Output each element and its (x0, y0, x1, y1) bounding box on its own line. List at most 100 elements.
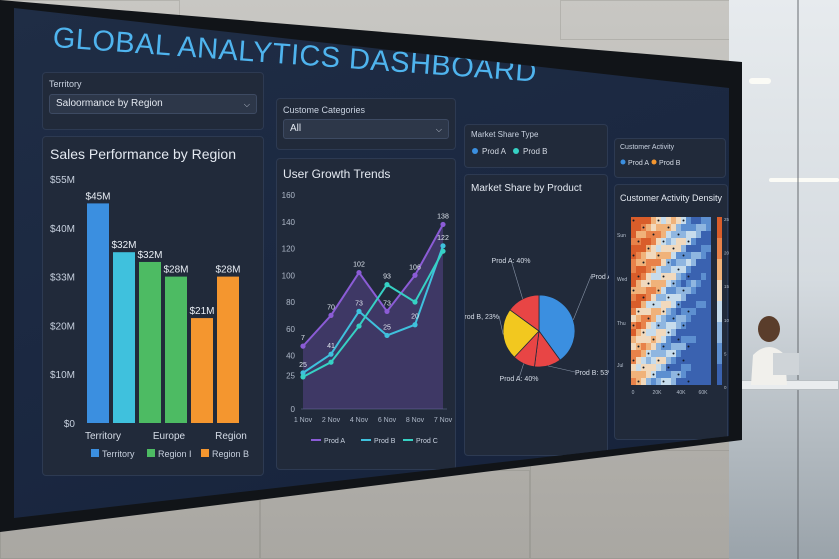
series-point (328, 359, 334, 365)
heatmap-cell (701, 301, 706, 308)
heatmap-cell (691, 280, 696, 287)
heatmap-cell (666, 378, 671, 385)
heatmap-cell (656, 336, 661, 343)
heatmap-cell (676, 329, 681, 336)
heatmap-cell (651, 308, 656, 315)
heatmap-cell (641, 315, 646, 322)
y-tick-label: 25 (286, 372, 295, 381)
heatmap-marker (657, 289, 660, 292)
heatmap-cell (661, 245, 666, 252)
x-tick-label: 2 Nov (322, 417, 341, 424)
heatmap-cell (656, 301, 661, 308)
heatmap-cell (706, 364, 711, 371)
heatmap-cell (686, 350, 691, 357)
heatmap-cell (631, 371, 636, 378)
heatmap-cell (666, 252, 671, 259)
heatmap-y-label: Sun (617, 233, 626, 239)
heatmap-marker (662, 310, 665, 313)
heatmap-cell (676, 273, 681, 280)
heatmap-marker (677, 303, 680, 306)
pie-slice (502, 309, 540, 358)
heatmap-cell (696, 266, 701, 273)
heatmap-cell (666, 245, 671, 252)
heatmap-cell (641, 378, 646, 385)
heatmap-cell (651, 217, 656, 224)
heatmap-cell (631, 224, 636, 231)
heatmap-cell (641, 322, 646, 329)
heatmap-cell (661, 280, 666, 287)
heatmap-cell (701, 266, 706, 273)
heatmap-cell (706, 245, 711, 252)
heatmap-cell (706, 350, 711, 357)
heatmap-cell (661, 294, 666, 301)
territory-select[interactable]: Saloormance by Region ⌵ (49, 94, 257, 114)
heatmap-cell (706, 238, 711, 245)
heatmap-marker (652, 303, 655, 306)
heatmap-cell (676, 259, 681, 266)
heatmap-x-label: 0 (632, 390, 635, 396)
heatmap-cell (631, 364, 636, 371)
market-share-pie-chart: Prod A: 40% Prod B: 53% Prod A: 40% Prod B,… (465, 258, 609, 383)
heatmap-y-label: Wed (617, 277, 627, 283)
heatmap-cell (706, 357, 711, 364)
ceiling-light (749, 78, 771, 84)
heatmap-cell (686, 231, 691, 238)
x-tick-label: 7 Nov (434, 417, 453, 424)
heatmap-cell (706, 343, 711, 350)
heatmap-cell (666, 238, 671, 245)
heatmap-cell (651, 294, 656, 301)
heatmap-cell (701, 252, 706, 259)
heatmap-cell (681, 238, 686, 245)
heatmap-cell (691, 322, 696, 329)
heatmap-cell (661, 266, 666, 273)
bar (165, 276, 187, 423)
heatmap-cell (646, 252, 651, 259)
heatmap-cell (636, 315, 641, 322)
series-point (384, 308, 390, 314)
heatmap-cell (691, 224, 696, 231)
heatmap-cell (646, 266, 651, 273)
heatmap-cell (641, 350, 646, 357)
bar-data-label: $32M (137, 250, 162, 261)
series-line (302, 245, 444, 374)
market-share-card: Market Share by Product Prod A: 40%Prod … (464, 174, 609, 456)
y-tick-label: $0 (64, 419, 76, 430)
x-tick-label: 1 Nov (294, 417, 313, 424)
heatmap-cell (636, 287, 641, 294)
heatmap-cell (676, 343, 681, 350)
heatmap-cell (641, 266, 646, 273)
colorbar-segment (717, 280, 722, 301)
heatmap-cell (696, 224, 701, 231)
series-point (384, 282, 390, 288)
heatmap-cell (691, 287, 696, 294)
heatmap-cell (666, 231, 671, 238)
categories-select[interactable]: All ⌵ (283, 119, 449, 139)
heatmap-cell (681, 245, 686, 252)
heatmap-cell (671, 322, 676, 329)
heatmap-cell (706, 336, 711, 343)
heatmap-y-label: Thu (617, 321, 626, 327)
point-data-label: 73 (383, 300, 391, 307)
heatmap-cell (706, 315, 711, 322)
wall-tile (560, 0, 730, 40)
heatmap-cell (681, 280, 686, 287)
heatmap-marker (652, 233, 655, 236)
heatmap-cell (671, 308, 676, 315)
heatmap-x-label: 20K (653, 390, 663, 396)
heatmap-cell (701, 329, 706, 336)
heatmap-cell (641, 280, 646, 287)
heatmap-cell (666, 301, 671, 308)
heatmap-cell (661, 329, 666, 336)
heatmap-cell (696, 217, 701, 224)
y-tick-label: $40M (50, 224, 75, 235)
heatmap-cell (696, 245, 701, 252)
dashboard-panel: GLOBAL ANALYTICS DASHBOARD Territory Sal… (14, 8, 729, 518)
bar (113, 252, 135, 423)
heatmap-cell (666, 217, 671, 224)
heatmap-cell (691, 336, 696, 343)
heatmap-cell (651, 259, 656, 266)
heatmap-cell (701, 294, 706, 301)
heatmap-marker (677, 373, 680, 376)
pie-slice-label: Prod B, 23% (465, 314, 499, 321)
heatmap-cell (691, 266, 696, 273)
